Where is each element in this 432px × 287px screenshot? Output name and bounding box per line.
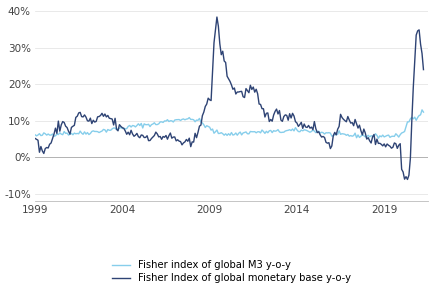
Fisher Index of global monetary base y-o-y [271,113,276,117]
Fisher index of global M3 y-o-y [238,130,243,134]
Fisher Index of global monetary base y-o-y [405,178,410,181]
Line: Fisher index of global M3 y-o-y: Fisher index of global M3 y-o-y [35,110,423,138]
Fisher Index of global monetary base y-o-y [239,90,244,93]
Fisher Index of global monetary base y-o-y [214,15,219,19]
Fisher index of global M3 y-o-y [124,127,129,130]
Fisher Index of global monetary base y-o-y [163,134,168,137]
Fisher index of global M3 y-o-y [376,137,381,140]
Fisher index of global M3 y-o-y [419,108,425,112]
Fisher Index of global monetary base y-o-y [64,126,70,129]
Fisher Index of global monetary base y-o-y [348,121,353,125]
Legend: Fisher index of global M3 y-o-y, Fisher Index of global monetary base y-o-y: Fisher index of global M3 y-o-y, Fisher … [108,256,355,287]
Fisher index of global M3 y-o-y [163,119,168,123]
Fisher index of global M3 y-o-y [64,131,70,135]
Line: Fisher Index of global monetary base y-o-y: Fisher Index of global monetary base y-o… [35,17,423,179]
Fisher index of global M3 y-o-y [347,134,352,138]
Fisher index of global M3 y-o-y [32,133,38,137]
Fisher index of global M3 y-o-y [270,131,275,134]
Fisher Index of global monetary base y-o-y [421,68,426,71]
Fisher Index of global monetary base y-o-y [124,133,129,136]
Fisher index of global M3 y-o-y [421,110,426,114]
Fisher Index of global monetary base y-o-y [32,137,38,140]
